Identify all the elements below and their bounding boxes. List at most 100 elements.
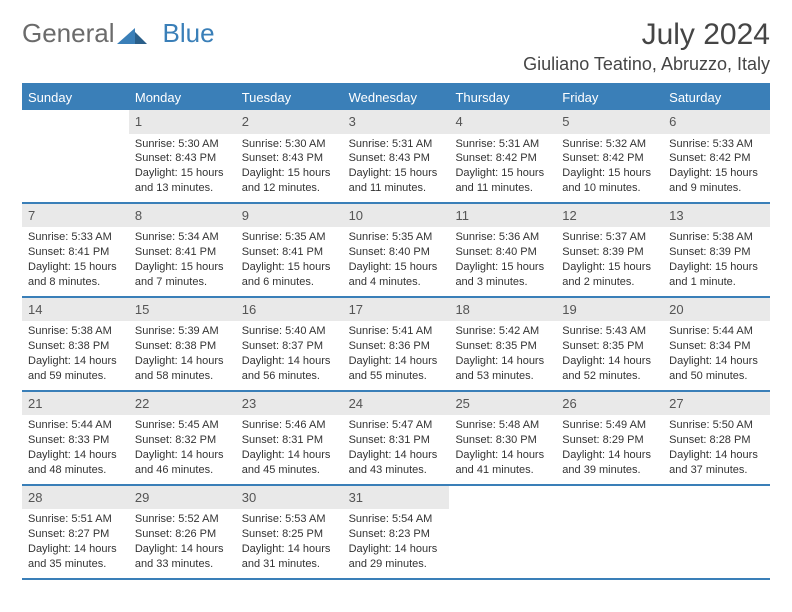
daylight2-text: and 10 minutes. xyxy=(562,181,657,196)
daylight1-text: Daylight: 14 hours xyxy=(669,354,764,369)
daylight2-text: and 45 minutes. xyxy=(242,463,337,478)
daylight2-text: and 13 minutes. xyxy=(135,181,230,196)
sunrise-text: Sunrise: 5:42 AM xyxy=(455,324,550,339)
calendar-cell: 26Sunrise: 5:49 AMSunset: 8:29 PMDayligh… xyxy=(556,392,663,484)
daylight1-text: Daylight: 14 hours xyxy=(242,542,337,557)
daylight2-text: and 35 minutes. xyxy=(28,557,123,572)
sunrise-text: Sunrise: 5:32 AM xyxy=(562,137,657,152)
cell-body: Sunrise: 5:33 AMSunset: 8:42 PMDaylight:… xyxy=(663,134,770,202)
sunrise-text: Sunrise: 5:40 AM xyxy=(242,324,337,339)
logo-triangle-icon xyxy=(117,24,147,44)
sunset-text: Sunset: 8:42 PM xyxy=(669,151,764,166)
daylight2-text: and 55 minutes. xyxy=(349,369,444,384)
cell-body: Sunrise: 5:33 AMSunset: 8:41 PMDaylight:… xyxy=(22,227,129,295)
cell-body: Sunrise: 5:32 AMSunset: 8:42 PMDaylight:… xyxy=(556,134,663,202)
daylight2-text: and 7 minutes. xyxy=(135,275,230,290)
day-header: Monday xyxy=(129,85,236,110)
sunrise-text: Sunrise: 5:36 AM xyxy=(455,230,550,245)
sunset-text: Sunset: 8:43 PM xyxy=(349,151,444,166)
day-number: 21 xyxy=(22,392,129,416)
calendar-cell: 16Sunrise: 5:40 AMSunset: 8:37 PMDayligh… xyxy=(236,298,343,390)
page-title: July 2024 xyxy=(523,18,770,52)
calendar-cell: 1Sunrise: 5:30 AMSunset: 8:43 PMDaylight… xyxy=(129,110,236,202)
sunset-text: Sunset: 8:35 PM xyxy=(562,339,657,354)
sunrise-text: Sunrise: 5:54 AM xyxy=(349,512,444,527)
sunset-text: Sunset: 8:38 PM xyxy=(28,339,123,354)
sunset-text: Sunset: 8:30 PM xyxy=(455,433,550,448)
calendar-cell: 27Sunrise: 5:50 AMSunset: 8:28 PMDayligh… xyxy=(663,392,770,484)
sunrise-text: Sunrise: 5:30 AM xyxy=(242,137,337,152)
daylight2-text: and 46 minutes. xyxy=(135,463,230,478)
sunrise-text: Sunrise: 5:46 AM xyxy=(242,418,337,433)
daylight1-text: Daylight: 15 hours xyxy=(349,166,444,181)
daylight1-text: Daylight: 14 hours xyxy=(242,448,337,463)
daylight1-text: Daylight: 15 hours xyxy=(135,260,230,275)
cell-body: Sunrise: 5:45 AMSunset: 8:32 PMDaylight:… xyxy=(129,415,236,483)
sunset-text: Sunset: 8:23 PM xyxy=(349,527,444,542)
sunset-text: Sunset: 8:28 PM xyxy=(669,433,764,448)
daylight1-text: Daylight: 14 hours xyxy=(135,354,230,369)
day-number: 19 xyxy=(556,298,663,322)
calendar-cell: 22Sunrise: 5:45 AMSunset: 8:32 PMDayligh… xyxy=(129,392,236,484)
daylight1-text: Daylight: 15 hours xyxy=(455,166,550,181)
calendar-cell: 15Sunrise: 5:39 AMSunset: 8:38 PMDayligh… xyxy=(129,298,236,390)
cell-body: Sunrise: 5:30 AMSunset: 8:43 PMDaylight:… xyxy=(129,134,236,202)
sunset-text: Sunset: 8:37 PM xyxy=(242,339,337,354)
daylight1-text: Daylight: 14 hours xyxy=(242,354,337,369)
daylight1-text: Daylight: 14 hours xyxy=(562,354,657,369)
calendar-cell: 23Sunrise: 5:46 AMSunset: 8:31 PMDayligh… xyxy=(236,392,343,484)
calendar-cell xyxy=(663,486,770,578)
daylight1-text: Daylight: 14 hours xyxy=(455,448,550,463)
sunset-text: Sunset: 8:36 PM xyxy=(349,339,444,354)
cell-body: Sunrise: 5:50 AMSunset: 8:28 PMDaylight:… xyxy=(663,415,770,483)
calendar-cell: 3Sunrise: 5:31 AMSunset: 8:43 PMDaylight… xyxy=(343,110,450,202)
daylight1-text: Daylight: 14 hours xyxy=(349,354,444,369)
daylight2-text: and 41 minutes. xyxy=(455,463,550,478)
cell-body: Sunrise: 5:46 AMSunset: 8:31 PMDaylight:… xyxy=(236,415,343,483)
day-header: Tuesday xyxy=(236,85,343,110)
sunrise-text: Sunrise: 5:39 AM xyxy=(135,324,230,339)
calendar-week: 7Sunrise: 5:33 AMSunset: 8:41 PMDaylight… xyxy=(22,204,770,298)
cell-body: Sunrise: 5:48 AMSunset: 8:30 PMDaylight:… xyxy=(449,415,556,483)
cell-body: Sunrise: 5:40 AMSunset: 8:37 PMDaylight:… xyxy=(236,321,343,389)
sunrise-text: Sunrise: 5:34 AM xyxy=(135,230,230,245)
sunset-text: Sunset: 8:41 PM xyxy=(135,245,230,260)
day-number: 4 xyxy=(449,110,556,134)
calendar-cell: 31Sunrise: 5:54 AMSunset: 8:23 PMDayligh… xyxy=(343,486,450,578)
sunset-text: Sunset: 8:31 PM xyxy=(242,433,337,448)
calendar-week: 14Sunrise: 5:38 AMSunset: 8:38 PMDayligh… xyxy=(22,298,770,392)
sunrise-text: Sunrise: 5:48 AM xyxy=(455,418,550,433)
day-number: 5 xyxy=(556,110,663,134)
calendar-cell: 17 Sunrise: 5:41 AMSunset: 8:36 PMDayligh… xyxy=(343,298,450,390)
daylight1-text: Daylight: 14 hours xyxy=(135,448,230,463)
sunset-text: Sunset: 8:39 PM xyxy=(669,245,764,260)
cell-body: Sunrise: 5:34 AMSunset: 8:41 PMDaylight:… xyxy=(129,227,236,295)
daylight2-text: and 33 minutes. xyxy=(135,557,230,572)
sunrise-text: Sunrise: 5:38 AM xyxy=(669,230,764,245)
sunrise-text: Sunrise: 5:41 AM xyxy=(349,324,444,339)
sunrise-text: Sunrise: 5:31 AM xyxy=(349,137,444,152)
sunset-text: Sunset: 8:33 PM xyxy=(28,433,123,448)
calendar-cell: 8Sunrise: 5:34 AMSunset: 8:41 PMDaylight… xyxy=(129,204,236,296)
calendar-week: 28Sunrise: 5:51 AMSunset: 8:27 PMDayligh… xyxy=(22,486,770,580)
daylight1-text: Daylight: 15 hours xyxy=(562,166,657,181)
calendar: SundayMondayTuesdayWednesdayThursdayFrid… xyxy=(22,83,770,580)
day-number: 17 xyxy=(343,298,450,322)
day-number: 22 xyxy=(129,392,236,416)
calendar-cell: 9Sunrise: 5:35 AMSunset: 8:41 PMDaylight… xyxy=(236,204,343,296)
daylight1-text: Daylight: 15 hours xyxy=(242,260,337,275)
daylight2-text: and 12 minutes. xyxy=(242,181,337,196)
sunrise-text: Sunrise: 5:37 AM xyxy=(562,230,657,245)
sunset-text: Sunset: 8:35 PM xyxy=(455,339,550,354)
day-number: 18 xyxy=(449,298,556,322)
day-number: 30 xyxy=(236,486,343,510)
calendar-cell: 13Sunrise: 5:38 AMSunset: 8:39 PMDayligh… xyxy=(663,204,770,296)
day-number: 27 xyxy=(663,392,770,416)
calendar-cell: 25Sunrise: 5:48 AMSunset: 8:30 PMDayligh… xyxy=(449,392,556,484)
calendar-cell: 18Sunrise: 5:42 AMSunset: 8:35 PMDayligh… xyxy=(449,298,556,390)
daylight1-text: Daylight: 14 hours xyxy=(349,542,444,557)
sunset-text: Sunset: 8:38 PM xyxy=(135,339,230,354)
daylight2-text: and 58 minutes. xyxy=(135,369,230,384)
day-number: 16 xyxy=(236,298,343,322)
daylight2-text: and 1 minute. xyxy=(669,275,764,290)
